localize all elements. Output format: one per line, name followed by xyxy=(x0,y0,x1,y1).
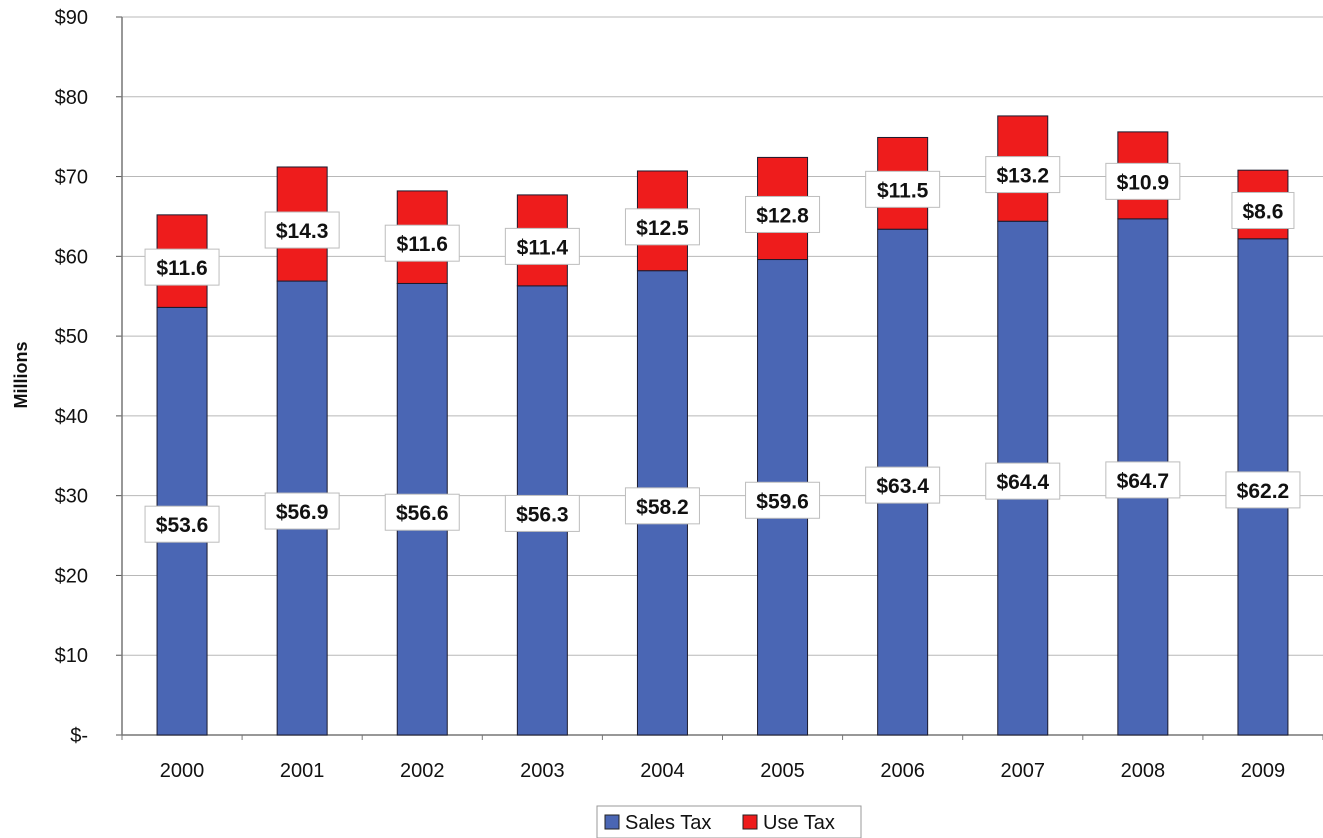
data-label-use-tax: $11.5 xyxy=(877,179,929,202)
data-label-use-tax-box xyxy=(384,224,460,262)
x-tick-label: 2005 xyxy=(760,760,805,782)
data-label-sales-tax: $53.6 xyxy=(156,514,209,537)
x-tick-label: 2004 xyxy=(640,760,685,782)
data-label-sales-tax-box xyxy=(865,466,941,504)
data-label-use-tax: $10.9 xyxy=(1117,171,1170,194)
data-label-sales-tax: $64.7 xyxy=(1117,470,1170,493)
data-label-use-tax: $12.8 xyxy=(756,204,809,227)
legend: Sales Tax Use Tax xyxy=(596,805,862,838)
data-label-sales-tax-box xyxy=(144,505,220,543)
legend-box xyxy=(596,805,862,838)
data-label-use-tax: $11.4 xyxy=(517,236,569,259)
y-tick-label: $80 xyxy=(55,87,88,109)
legend-swatch xyxy=(604,814,620,830)
data-label-sales-tax: $58.2 xyxy=(636,496,689,519)
y-tick-label: $- xyxy=(70,725,88,747)
data-label-sales-tax: $56.6 xyxy=(396,502,449,525)
y-axis-title: Millions xyxy=(11,342,31,409)
x-tick-label: 2009 xyxy=(1241,760,1286,782)
data-label-use-tax: $11.6 xyxy=(397,233,448,256)
y-tick-label: $20 xyxy=(55,565,88,587)
data-labels: $53.6 $11.6 $56.9 $14.3 $56.6 $11.6 $56.3 $11.4… xyxy=(144,156,1301,543)
data-label-sales-tax-box xyxy=(624,487,700,525)
y-tick-label: $50 xyxy=(55,326,88,348)
y-tick-label: $90 xyxy=(55,7,88,29)
data-label-use-tax-box xyxy=(504,227,580,265)
data-label-sales-tax: $64.4 xyxy=(996,471,1049,494)
data-label-sales-tax: $62.2 xyxy=(1237,480,1290,503)
data-label-sales-tax-box xyxy=(504,494,580,532)
data-label-use-tax: $8.6 xyxy=(1243,200,1284,223)
legend-label: Sales Tax xyxy=(625,812,711,834)
data-label-sales-tax-box xyxy=(264,492,340,530)
x-tick-label: 2007 xyxy=(1001,760,1046,782)
data-label-use-tax-box xyxy=(985,156,1061,194)
data-label-use-tax: $12.5 xyxy=(636,217,689,240)
data-label-sales-tax: $56.3 xyxy=(516,503,569,526)
bars xyxy=(156,115,1289,736)
x-tick-label: 2001 xyxy=(280,760,325,782)
data-label-use-tax: $11.6 xyxy=(156,257,207,280)
data-label-use-tax: $13.2 xyxy=(996,165,1049,188)
x-tick-label: 2002 xyxy=(400,760,445,782)
data-label-sales-tax: $56.9 xyxy=(276,501,329,524)
data-label-sales-tax-box xyxy=(1225,471,1301,509)
data-label-sales-tax: $59.6 xyxy=(756,490,809,513)
data-label-use-tax-box xyxy=(624,208,700,246)
y-tick-label: $60 xyxy=(55,246,88,268)
data-label-use-tax-box xyxy=(1231,191,1295,229)
x-tick-label: 2000 xyxy=(160,760,205,782)
y-tick-label: $10 xyxy=(55,645,88,667)
x-tick-label: 2006 xyxy=(880,760,925,782)
x-tick-label: 2003 xyxy=(520,760,565,782)
x-tick-label: 2008 xyxy=(1121,760,1166,782)
y-tick-label: $40 xyxy=(55,406,88,428)
data-label-use-tax: $14.3 xyxy=(276,220,329,243)
data-label-sales-tax-box xyxy=(745,481,821,519)
y-tick-label: $70 xyxy=(55,167,88,189)
data-label-sales-tax: $63.4 xyxy=(876,475,929,498)
axes: $- $10 $20 $30 $40 $50 $60 $70 $80 $90 2000 2001 200… xyxy=(55,7,1323,782)
data-label-sales-tax-box xyxy=(384,493,460,531)
data-label-sales-tax-box xyxy=(1105,461,1181,499)
data-label-use-tax-box xyxy=(865,170,941,208)
data-label-sales-tax-box xyxy=(985,462,1061,500)
y-tick-label: $30 xyxy=(55,486,88,508)
data-label-use-tax-box xyxy=(264,211,340,249)
data-label-use-tax-box xyxy=(745,195,821,233)
data-label-use-tax-box xyxy=(1105,162,1181,200)
legend-swatch xyxy=(742,814,758,830)
legend-label: Use Tax xyxy=(763,812,835,834)
data-label-use-tax-box xyxy=(144,248,220,286)
